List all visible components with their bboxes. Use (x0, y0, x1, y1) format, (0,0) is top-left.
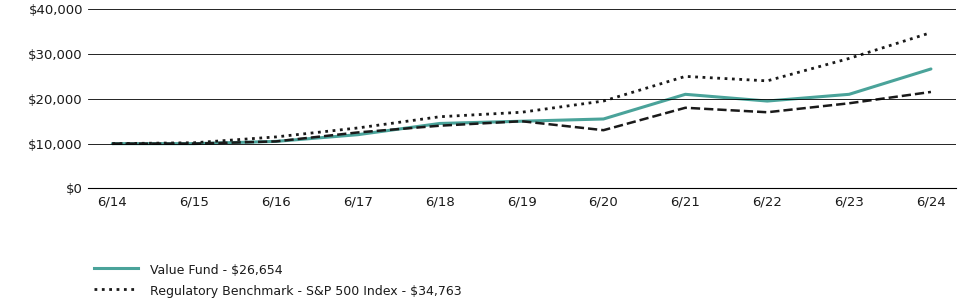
Legend: Value Fund - $26,654, Regulatory Benchmark - S&P 500 Index - $34,763, Performanc: Value Fund - $26,654, Regulatory Benchma… (94, 263, 538, 304)
